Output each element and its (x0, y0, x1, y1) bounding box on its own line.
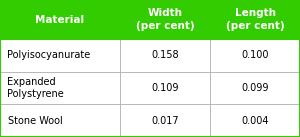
Bar (0, 104, 120, 137)
Bar (120, 39, 210, 72)
Text: Stone Wool: Stone Wool (8, 116, 62, 126)
Text: Width
(per cent): Width (per cent) (136, 8, 194, 31)
Text: 0.158: 0.158 (151, 50, 179, 60)
Bar (0, 72, 120, 104)
Text: 0.017: 0.017 (151, 116, 179, 126)
Bar (120, 72, 210, 104)
Bar (0, 39, 120, 72)
Text: Polyisocyanurate: Polyisocyanurate (8, 50, 91, 60)
Text: 0.109: 0.109 (151, 83, 179, 93)
Text: 0.100: 0.100 (241, 50, 269, 60)
Bar (210, 104, 300, 137)
Bar (210, 72, 300, 104)
Bar (210, 39, 300, 72)
Text: Material: Material (35, 15, 85, 25)
Text: 0.004: 0.004 (241, 116, 269, 126)
Bar (120, 104, 210, 137)
Text: Expanded
Polystyrene: Expanded Polystyrene (8, 77, 64, 99)
Text: 0.099: 0.099 (241, 83, 269, 93)
Text: Length
(per cent): Length (per cent) (226, 8, 284, 31)
Bar (120, 0, 210, 39)
Bar (0, 0, 120, 39)
Bar (210, 0, 300, 39)
